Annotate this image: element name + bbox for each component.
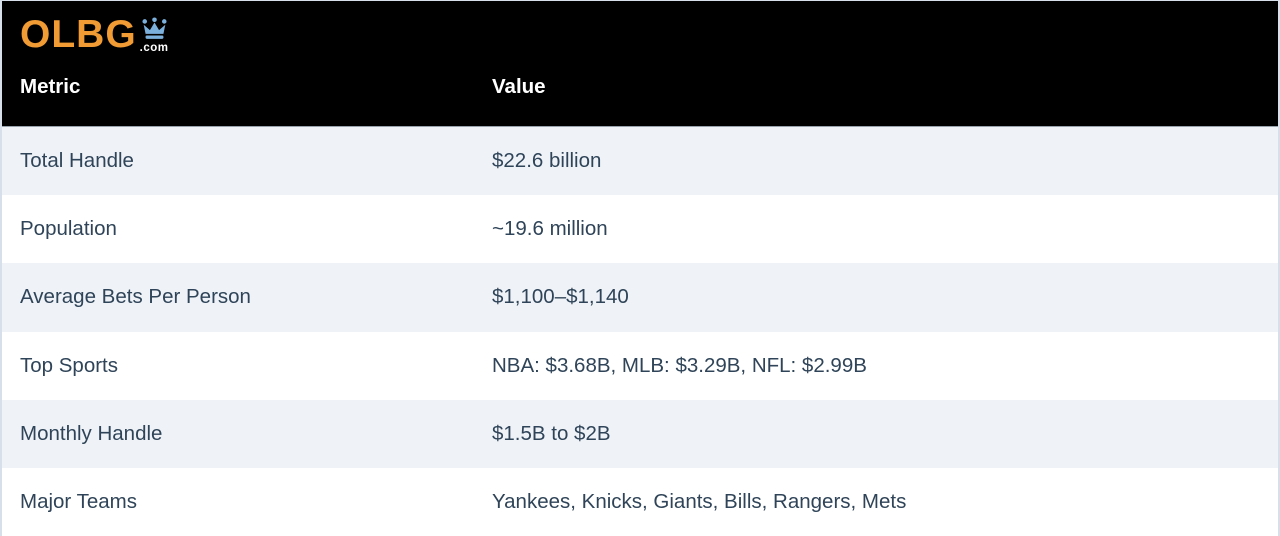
metric-cell: Top Sports [20, 353, 118, 377]
table-row: Top Sports NBA: $3.68B, MLB: $3.29B, NFL… [2, 331, 1278, 400]
table-row: Average Bets Per Person $1,100–$1,140 [2, 263, 1278, 332]
metric-cell: Major Teams [20, 489, 137, 513]
metric-cell: Total Handle [20, 149, 134, 173]
table-row: Total Handle $22.6 billion [2, 127, 1278, 196]
olbg-logo-suffix: .com [139, 42, 169, 54]
metric-cell: Population [20, 217, 117, 241]
value-cell: ~19.6 million [492, 217, 608, 241]
crown-icon [142, 17, 167, 39]
value-cell: Yankees, Knicks, Giants, Bills, Rangers,… [492, 489, 907, 513]
table-row: Major Teams Yankees, Knicks, Giants, Bil… [2, 467, 1278, 536]
olbg-logo-mark: .com [140, 17, 169, 54]
column-headers: Metric Value [20, 75, 1260, 99]
value-cell: $22.6 billion [492, 149, 602, 173]
value-cell: $1,100–$1,140 [492, 285, 629, 309]
value-cell: NBA: $3.68B, MLB: $3.29B, NFL: $2.99B [492, 353, 867, 377]
table-body: Total Handle $22.6 billion Population ~1… [2, 127, 1278, 536]
metric-cell: Average Bets Per Person [20, 285, 251, 309]
table-header: OLBG .com Metric Value [2, 1, 1278, 127]
table-row: Monthly Handle $1.5B to $2B [2, 399, 1278, 468]
metric-column-header: Metric [20, 75, 81, 98]
value-cell: $1.5B to $2B [492, 421, 611, 445]
table-row: Population ~19.6 million [2, 195, 1278, 264]
olbg-logo-text: OLBG [20, 13, 137, 56]
value-column-header: Value [492, 75, 546, 98]
olbg-logo: OLBG .com [20, 14, 1260, 60]
metric-cell: Monthly Handle [20, 421, 163, 445]
